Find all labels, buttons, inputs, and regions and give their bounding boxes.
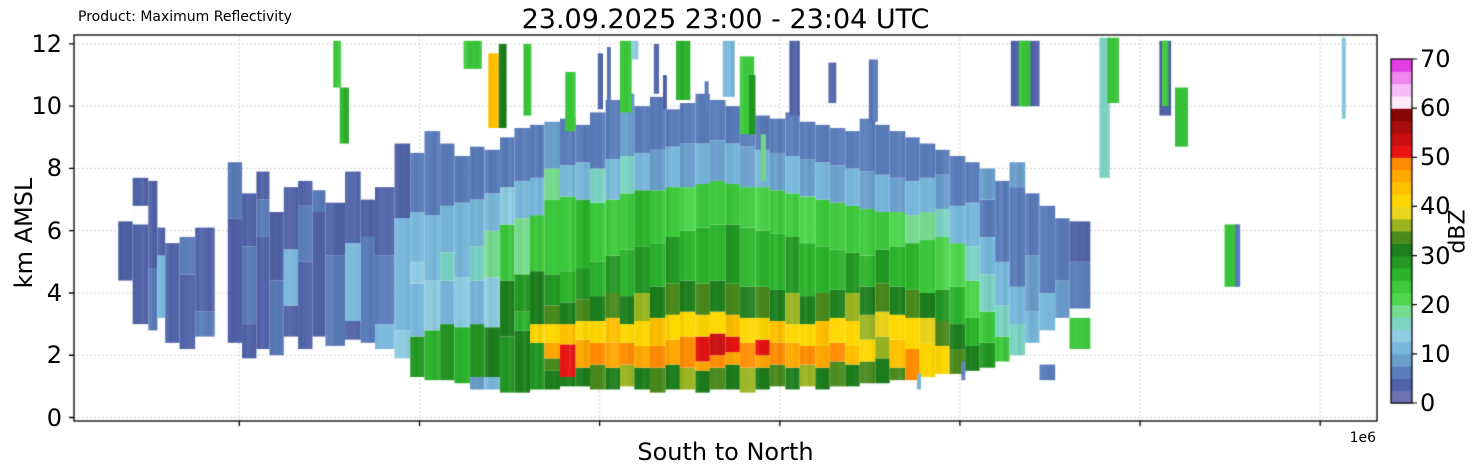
colorbar-label: dBZ xyxy=(1445,209,1471,254)
colorbar-tick-label: 10 xyxy=(1420,339,1451,368)
colorbar-tick-label: 40 xyxy=(1420,192,1451,221)
y-tick-label: 2 xyxy=(46,341,62,370)
x-axis-label: South to North xyxy=(637,438,814,466)
colorbar-tick-label: 20 xyxy=(1420,290,1451,319)
colorbar-tick-label: 60 xyxy=(1420,94,1451,123)
y-tick-label: 0 xyxy=(46,403,62,432)
y-tick-label: 12 xyxy=(31,29,62,58)
y-tick-label: 6 xyxy=(46,216,62,245)
colorbar-tick-label: 50 xyxy=(1420,143,1451,172)
y-tick-label: 10 xyxy=(31,92,62,121)
colorbar-tick-label: 0 xyxy=(1420,389,1436,417)
colorbar-tick-label: 30 xyxy=(1420,241,1451,270)
y-tick-label: 4 xyxy=(46,278,62,307)
product-label: Product: Maximum Reflectivity xyxy=(78,9,292,25)
x-axis-offset-text: 1e6 xyxy=(1349,430,1376,446)
plot-title: 23.09.2025 23:00 - 23:04 UTC xyxy=(521,4,930,35)
y-tick-label: 8 xyxy=(46,154,62,183)
colorbar-tick-label: 70 xyxy=(1420,45,1451,73)
